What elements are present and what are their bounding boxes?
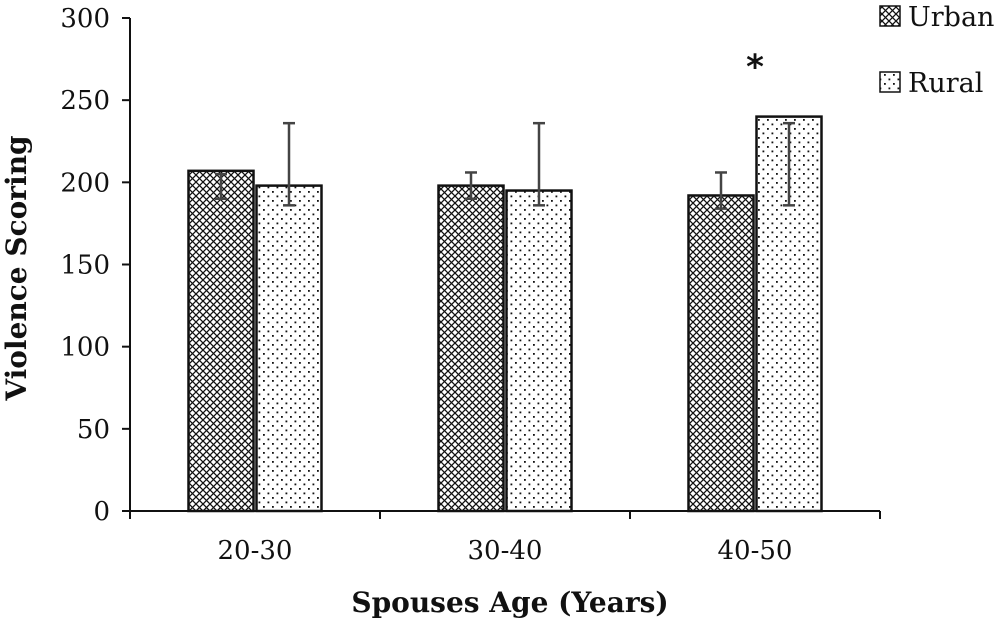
error-bar-rural-20-30 [283, 121, 295, 207]
y-tick-label: 250 [60, 86, 110, 116]
bar-rural-30-40 [505, 189, 573, 513]
x-tick-label: 40-50 [718, 536, 793, 566]
y-axis-ticks: 0 50 100 150 200 250 300 [60, 4, 130, 527]
legend: Urban Rural [879, 2, 994, 99]
x-axis-ticks: 20-30 30-40 40-50 [129, 511, 881, 566]
significance-marker: * [746, 48, 764, 88]
x-tick-label: 20-30 [218, 536, 293, 566]
y-tick-label: 50 [77, 415, 110, 445]
error-bar-urban-40-50 [715, 171, 727, 210]
error-bar-rural-40-50 [783, 121, 795, 207]
y-tick-label: 100 [60, 333, 110, 363]
error-bar-rural-30-40 [533, 121, 545, 207]
bar-rural-20-30 [255, 184, 323, 513]
y-tick-label: 200 [60, 168, 110, 198]
x-tick-label: 30-40 [468, 536, 543, 566]
bar-urban-20-30 [187, 169, 255, 513]
y-tick-label: 0 [93, 497, 110, 527]
legend-label-rural: Rural [908, 68, 983, 99]
error-bar-urban-20-30 [215, 172, 227, 201]
error-bar-urban-30-40 [465, 171, 477, 201]
annotations-layer: * [746, 48, 764, 88]
bars-layer [187, 115, 823, 513]
legend-swatch-rural [879, 71, 901, 93]
y-tick-label: 300 [60, 4, 110, 34]
legend-swatch-urban [879, 5, 901, 27]
error-bars-layer [215, 121, 795, 210]
bar-urban-40-50 [687, 194, 755, 513]
legend-label-urban: Urban [908, 2, 994, 33]
x-axis-title: Spouses Age (Years) [351, 586, 668, 618]
y-axis-title: Violence Scoring [0, 135, 33, 401]
bar-urban-30-40 [437, 184, 505, 513]
y-tick-label: 150 [60, 251, 110, 281]
